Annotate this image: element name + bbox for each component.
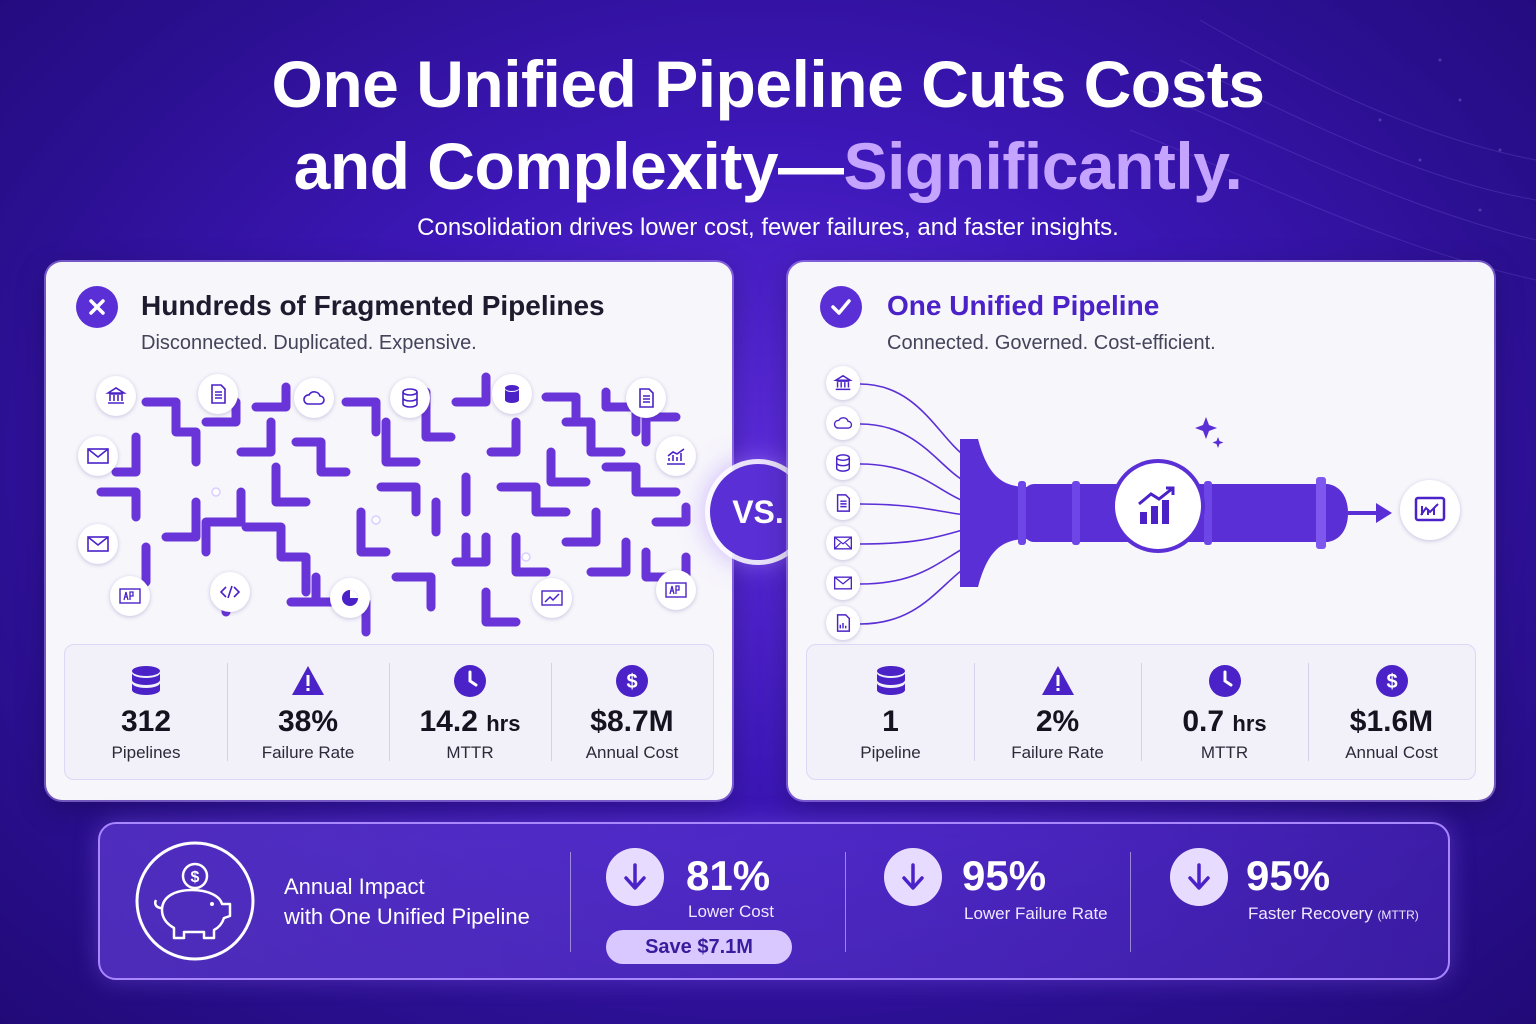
divider: [570, 852, 571, 952]
database-icon: [132, 666, 160, 695]
divider: [1130, 852, 1131, 952]
fragmented-pipes-illustration: [96, 372, 691, 637]
cloud-icon: [826, 406, 860, 440]
stat-value: 14.2 hrs: [419, 705, 521, 738]
database-icon: [390, 378, 430, 418]
annual-impact-banner: $ Annual Impact with One Unified Pipelin…: [98, 822, 1450, 980]
document-icon: [198, 374, 238, 414]
stat-label: Pipelines: [111, 743, 181, 762]
code-icon: [210, 572, 250, 612]
impact-title-line2: with One Unified Pipeline: [284, 904, 530, 929]
impact-title: Annual Impact with One Unified Pipeline: [284, 872, 530, 932]
stat-label: MTTR: [1200, 743, 1249, 762]
growth-chart-icon: [1115, 463, 1201, 549]
stat-label: Annual Cost: [585, 743, 679, 762]
warning-icon: [1041, 666, 1074, 695]
stat-value: $1.6M: [1349, 705, 1434, 738]
stat-label: Failure Rate: [1011, 743, 1104, 762]
metric-value: 81%: [686, 852, 771, 899]
bank-icon: [96, 376, 136, 416]
piggy-bank-icon: $: [135, 841, 255, 961]
metric-label: Faster Recovery (MTTR): [1248, 904, 1419, 923]
svg-text:$: $: [626, 671, 637, 693]
mail-icon: [826, 526, 860, 560]
clock-icon: [1208, 665, 1241, 697]
x-icon: [76, 286, 118, 328]
page-title-line2: and Complexity—Significantly.: [0, 126, 1536, 206]
api-icon: [656, 570, 696, 610]
metric-value: 95%: [1246, 852, 1331, 899]
warning-icon: [292, 666, 324, 695]
title-accent: Significantly.: [843, 129, 1243, 203]
arrow-down-icon: [1170, 848, 1228, 906]
stat-mttr: 14.2 hrs MTTR: [389, 645, 551, 779]
page-title-line1: One Unified Pipeline Cuts Costs: [271, 47, 1265, 121]
stat-value: 0.7 hrs: [1182, 705, 1267, 738]
stat-annual-cost: $ $8.7M Annual Cost: [551, 645, 713, 779]
card-title: One Unified Pipeline: [887, 290, 1160, 321]
stat-value: 38%: [277, 705, 339, 738]
unified-pipeline-card: One Unified Pipeline Connected. Governed…: [788, 262, 1494, 800]
card-subtitle: Disconnected. Duplicated. Expensive.: [141, 332, 477, 354]
stat-value: 312: [120, 705, 172, 738]
database-filled-icon: [492, 374, 532, 414]
pie-chart-icon: [330, 578, 370, 618]
stat-pipelines: 312 Pipelines: [65, 645, 227, 779]
stat-value: 2%: [1035, 705, 1080, 738]
stat-annual-cost: $ $1.6M Annual Cost: [1308, 645, 1475, 779]
impact-title-line1: Annual Impact: [284, 874, 425, 899]
stat-label: Failure Rate: [261, 743, 355, 762]
arrow-down-icon: [884, 848, 942, 906]
mail-icon: [826, 566, 860, 600]
fragmented-stats-panel: 312 Pipelines 38% Failure Rate 14.2 hrs …: [64, 644, 714, 780]
stat-failure-rate: 2% Failure Rate: [974, 645, 1141, 779]
metric-label: Lower Cost: [688, 902, 774, 921]
savings-pill: Save $7.1M: [606, 930, 792, 964]
dashboard-icon: [1400, 480, 1460, 540]
dollar-icon: $: [616, 665, 648, 697]
arrow-down-icon: [606, 848, 664, 906]
stat-mttr: 0.7 hrs MTTR: [1141, 645, 1308, 779]
document-icon: [826, 486, 860, 520]
fragmented-pipelines-card: Hundreds of Fragmented Pipelines Disconn…: [46, 262, 732, 800]
bank-icon: [826, 366, 860, 400]
svg-text:$: $: [1386, 671, 1397, 693]
stat-label: MTTR: [446, 743, 494, 762]
chart-icon: [656, 436, 696, 476]
unified-stats-panel: 1 Pipeline 2% Failure Rate 0.7 hrs MTTR …: [806, 644, 1476, 780]
stat-pipelines: 1 Pipeline: [807, 645, 974, 779]
check-icon: [820, 286, 862, 328]
title-main: and Complexity—: [293, 129, 844, 203]
mail-icon: [78, 524, 118, 564]
divider: [845, 852, 846, 952]
cloud-icon: [294, 378, 334, 418]
mail-icon: [78, 436, 118, 476]
report-icon: [826, 606, 860, 640]
stat-value: $8.7M: [590, 705, 674, 738]
metric-label: Lower Failure Rate: [964, 904, 1108, 923]
api-icon: [110, 576, 150, 616]
card-title: Hundreds of Fragmented Pipelines: [141, 290, 605, 321]
clock-icon: [454, 665, 486, 697]
metric-value: 95%: [962, 852, 1047, 899]
line-chart-icon: [532, 578, 572, 618]
document-icon: [626, 378, 666, 418]
card-subtitle: Connected. Governed. Cost-efficient.: [887, 332, 1216, 354]
database-icon: [826, 446, 860, 480]
stat-label: Annual Cost: [1345, 743, 1438, 762]
stat-value: 1: [882, 705, 899, 738]
page-subtitle: Consolidation drives lower cost, fewer f…: [417, 214, 1119, 241]
dollar-icon: $: [1375, 665, 1408, 697]
svg-text:$: $: [191, 869, 200, 886]
stat-label: Pipeline: [860, 743, 921, 762]
database-icon: [876, 666, 905, 695]
stat-failure-rate: 38% Failure Rate: [227, 645, 389, 779]
